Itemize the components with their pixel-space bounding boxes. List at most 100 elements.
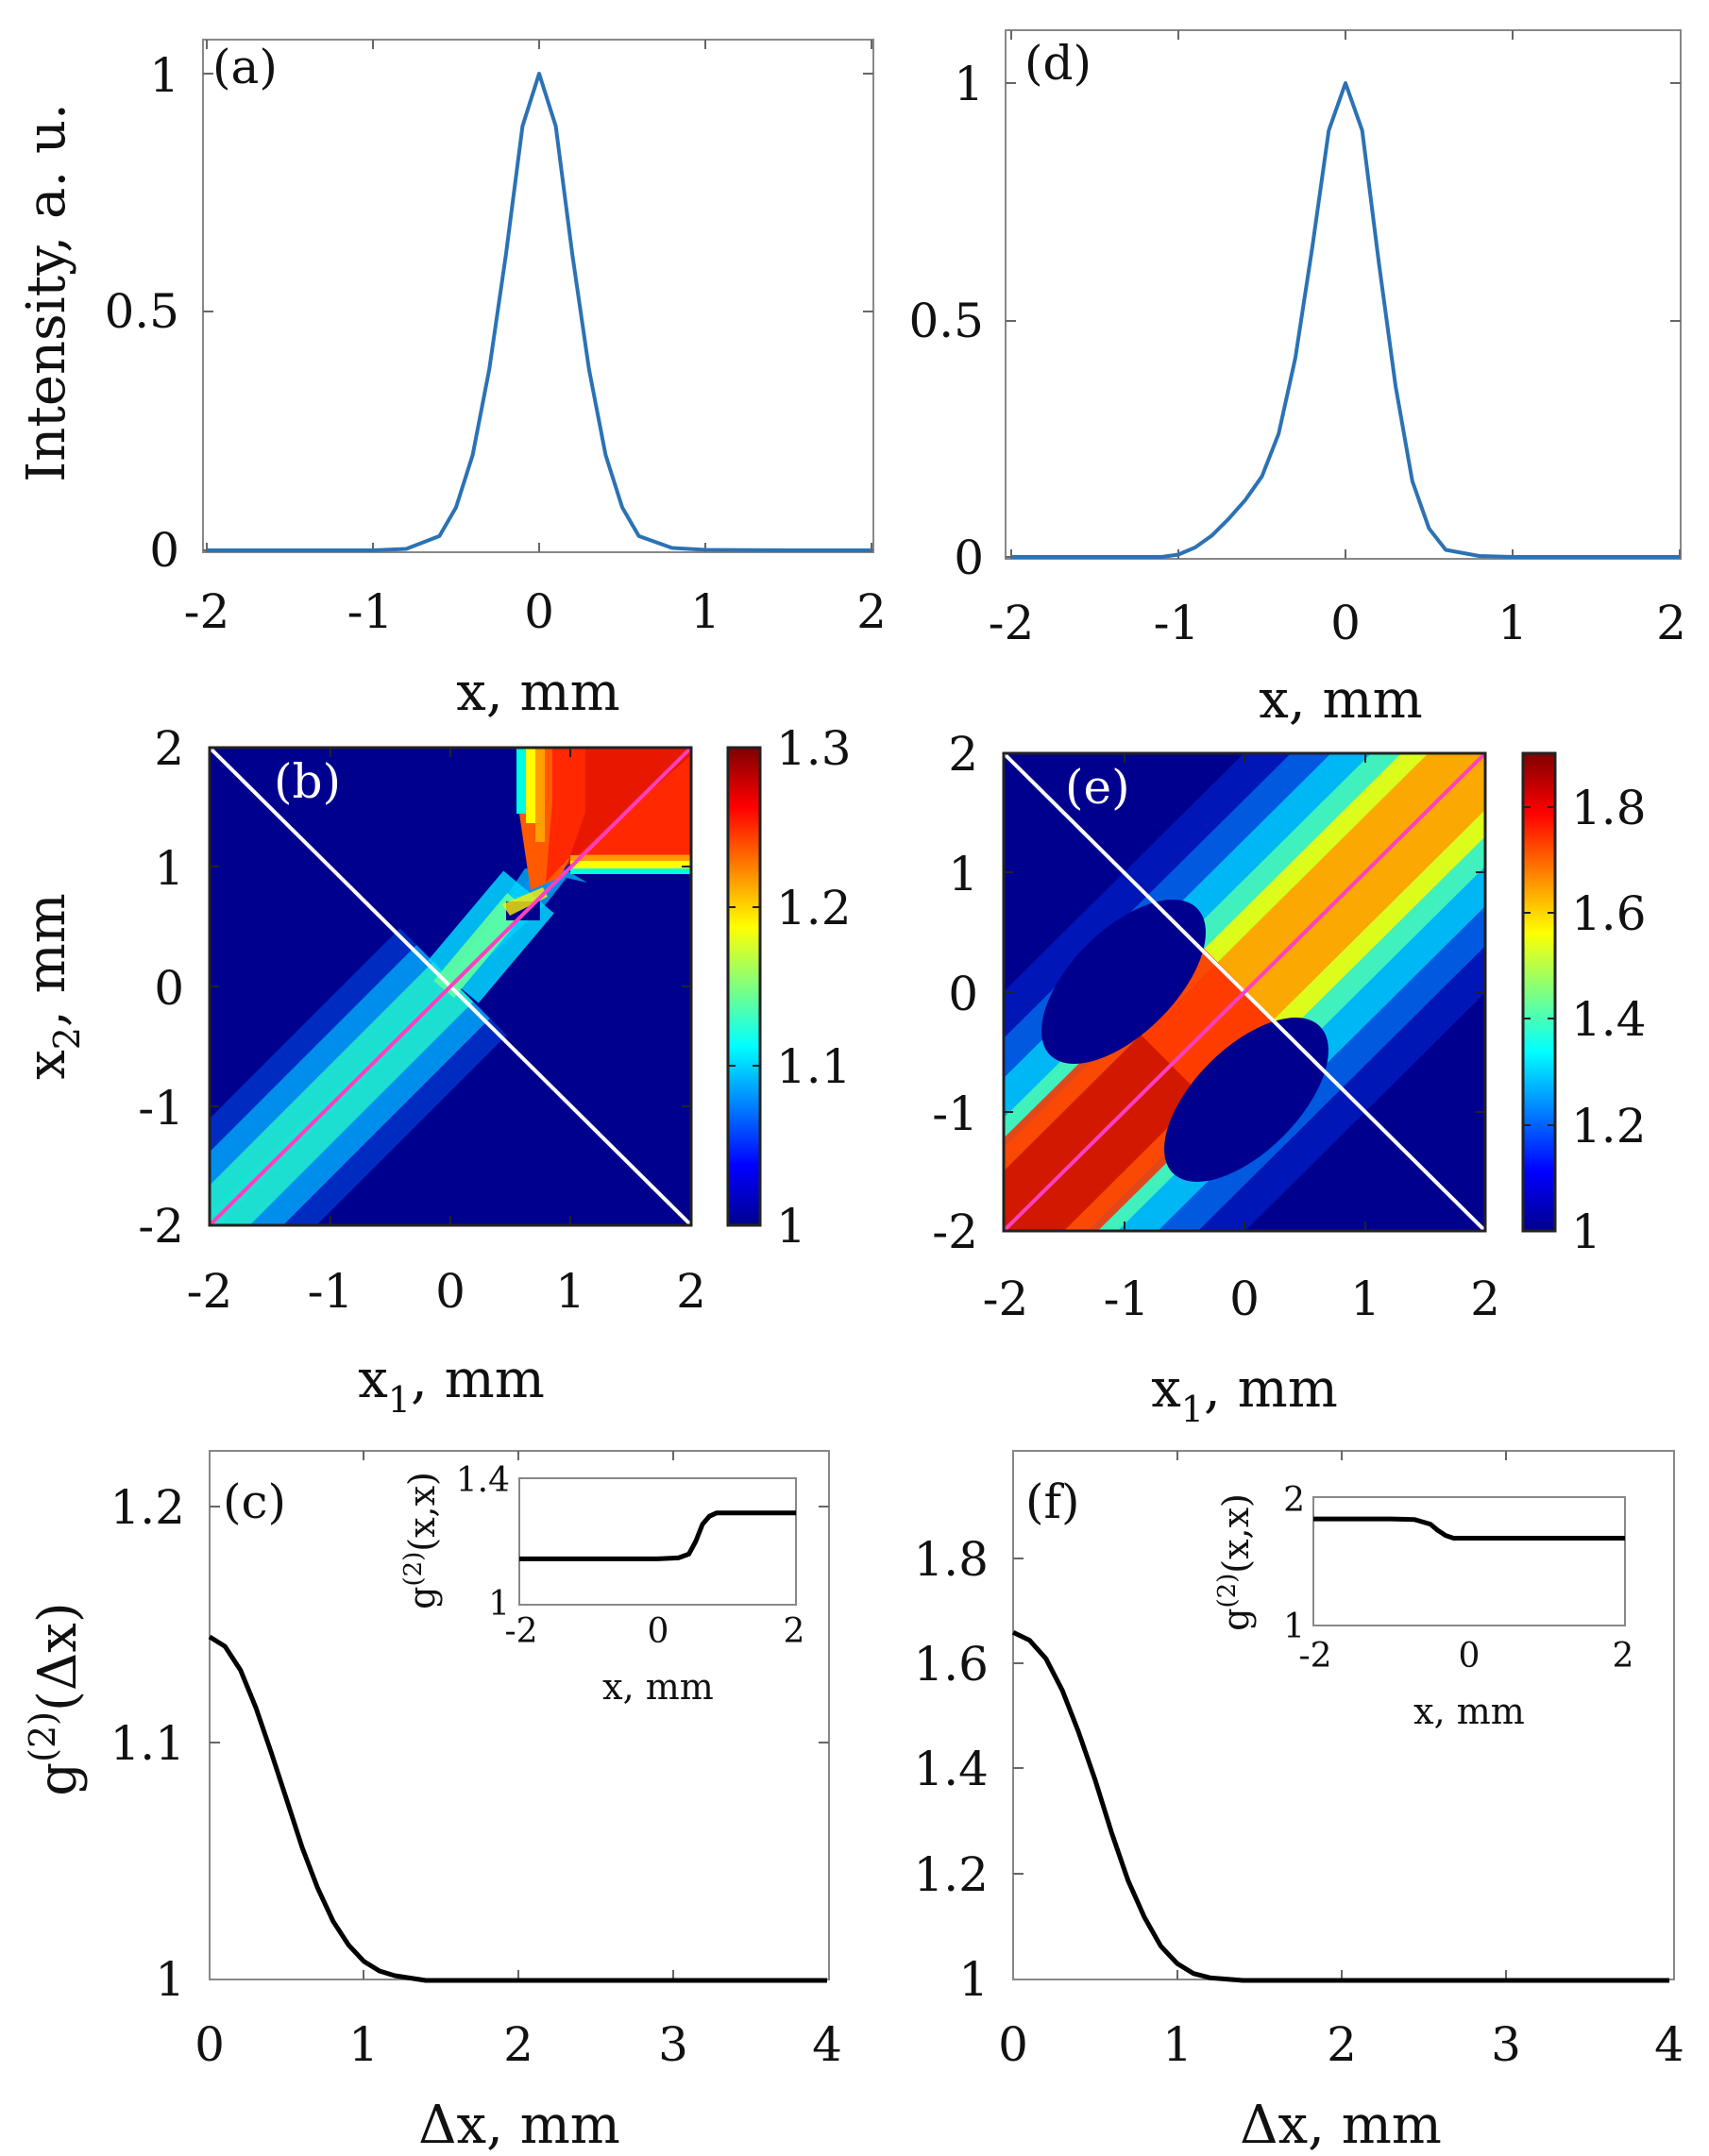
x-tick-label: 0 [1229,1272,1260,1326]
inset-x-label: x, mm [602,1666,714,1708]
x-tick-label: 2 [1470,1272,1500,1326]
inset-c: -2 0 2 1 1.4 x, mm g(2)(x,x) [399,1461,804,1708]
x-tick-label: -1 [347,584,394,639]
y-tick-label: 0.5 [104,284,179,339]
inset-x-label: x, mm [1413,1691,1525,1732]
x-tick-label: 3 [658,2017,688,2072]
y-tick-label: 1 [149,48,179,103]
g2-curve [1011,1629,1669,1983]
panel-f: 0 1 2 3 4 1 1.2 1.4 1.6 1.8 (f) Δx, mm -… [913,1450,1684,2156]
y-tick-label: -2 [932,1204,978,1259]
inset-y-tick-label: 1.4 [456,1461,510,1500]
plot-frame [1005,29,1682,560]
colorbar-tick-label: 1 [1571,1204,1601,1259]
colorbar-tick-label: 1.4 [1571,992,1647,1047]
colorbar-tick-label: 1.3 [776,721,852,776]
colorbar: 1 1.2 1.4 1.6 1.8 [1521,751,1647,1259]
x-tick-label: 2 [856,584,887,639]
colorbar: 1 1.1 1.2 1.3 [726,721,852,1254]
y-tick-label: -1 [932,1086,978,1141]
x-tick-label: -1 [308,1264,354,1319]
y-tick-label: 1.6 [913,1637,989,1692]
ticks [1004,753,1485,1231]
x-tick-label: -1 [1154,596,1200,650]
y-tick-label: 1 [155,1952,185,2007]
x-tick-label: 4 [812,2017,842,2072]
x-tick-labels: -2 -1 0 1 2 [184,584,887,639]
colorbar-tick-label: 1.2 [776,881,852,935]
x-tick-labels: -2 -1 0 1 2 [983,1272,1500,1326]
x-tick-label: 0 [1330,596,1361,650]
x-ticks [210,1451,829,1979]
y-tick-label: 1 [948,847,978,901]
x-tick-label: 0 [524,584,554,639]
inset-x-tick-label: -2 [1298,1637,1331,1676]
y-tick-labels: 2 1 0 -1 -2 [138,721,184,1254]
colorbar-tick-label: 1.8 [1571,781,1647,835]
colorbar-gradient [726,746,762,1227]
y-tick-label: 1 [954,57,984,111]
x-axis-label: x1, mm [1151,1358,1338,1430]
panel-c: 0 1 2 3 4 1 1.1 1.2 (c) Δx, mm g(2)(Δx) … [22,1450,842,2156]
x-tick-label: -2 [989,596,1035,650]
y-tick-label: 0 [954,531,984,585]
inset-curve [519,1510,796,1561]
y-tick-label: 1.2 [110,1480,185,1535]
panel-e: -2 -1 0 1 2 2 1 0 -1 -2 (e) 1 1.2 [932,727,1646,1430]
x-tick-label: 2 [503,2017,533,2072]
x-tick-label: 4 [1654,2017,1684,2072]
x-tick-label: 0 [195,2017,225,2072]
x-axis-label: x, mm [1259,669,1422,731]
y-tick-labels: 0 0.5 1 [908,57,984,585]
panel-a: -2 -1 0 1 2 0 0.5 1 (a) x, mm Intensity,… [16,39,887,723]
inset-x-tick-label: 0 [1459,1637,1481,1676]
x-axis-label: x1, mm [358,1349,545,1421]
y-tick-label: 2 [154,721,184,776]
x-tick-label: -2 [983,1272,1029,1326]
y-tick-label: 1.4 [913,1742,989,1796]
x-axis-label: Δx, mm [1240,2095,1442,2156]
inset-y-tick-label: 2 [1283,1481,1305,1520]
panel-d: -2 -1 0 1 2 0 0.5 1 (d) x, mm [908,29,1686,731]
y-tick-label: 0 [149,523,179,578]
x-tick-label: 1 [1162,2017,1193,2072]
g2-curve [208,1634,827,1983]
inset-x-tick-label: 2 [1613,1637,1634,1676]
panel-label: (d) [1024,36,1091,91]
x-tick-label: 2 [1327,2017,1357,2072]
ticks [210,748,691,1225]
y-axis-label: x2, mm [16,893,88,1080]
y-tick-label: 0.5 [908,294,984,348]
x-tick-labels: 0 1 2 3 4 [998,2017,1684,2072]
x-tick-label: 2 [1656,596,1686,650]
x-tick-label: 1 [1350,1272,1380,1326]
y-tick-label: 1 [958,1952,989,2007]
y-tick-label: 2 [948,727,978,782]
y-tick-label: 1.1 [110,1716,185,1771]
inset-y-label: g(2)(x,x) [399,1472,443,1609]
y-tick-labels: 1 1.2 1.4 1.6 1.8 [913,1532,989,2007]
inset-y-tick-label: 1 [1283,1608,1305,1646]
x-tick-label: -1 [1104,1272,1150,1326]
panel-label: (c) [223,1474,286,1529]
plot-frame [202,39,874,553]
y-tick-label: 0 [948,967,978,1021]
x-tick-label: 2 [676,1264,706,1319]
x-tick-label: -2 [184,584,230,639]
panel-label: (f) [1025,1474,1080,1529]
y-tick-label: 1.8 [913,1532,989,1587]
y-axis-label: g(2)(Δx) [22,1602,89,1795]
x-axis-label: x, mm [456,662,619,723]
inset-frame [1312,1496,1626,1626]
y-tick-labels: 0 0.5 1 [104,48,179,578]
x-tick-label: 0 [998,2017,1028,2072]
colorbar-tick-label: 1.6 [1571,886,1647,941]
intensity-curve [207,72,871,552]
diagonal-line [208,746,693,1227]
x-tick-label: 1 [555,1264,585,1319]
y-tick-label: -2 [138,1199,184,1254]
x-tick-label: 1 [1497,596,1528,650]
x-tick-label: 1 [690,584,720,639]
colorbar-gradient [1521,751,1557,1233]
inset-f: -2 0 2 1 2 x, mm g(2)(x,x) [1213,1481,1633,1732]
